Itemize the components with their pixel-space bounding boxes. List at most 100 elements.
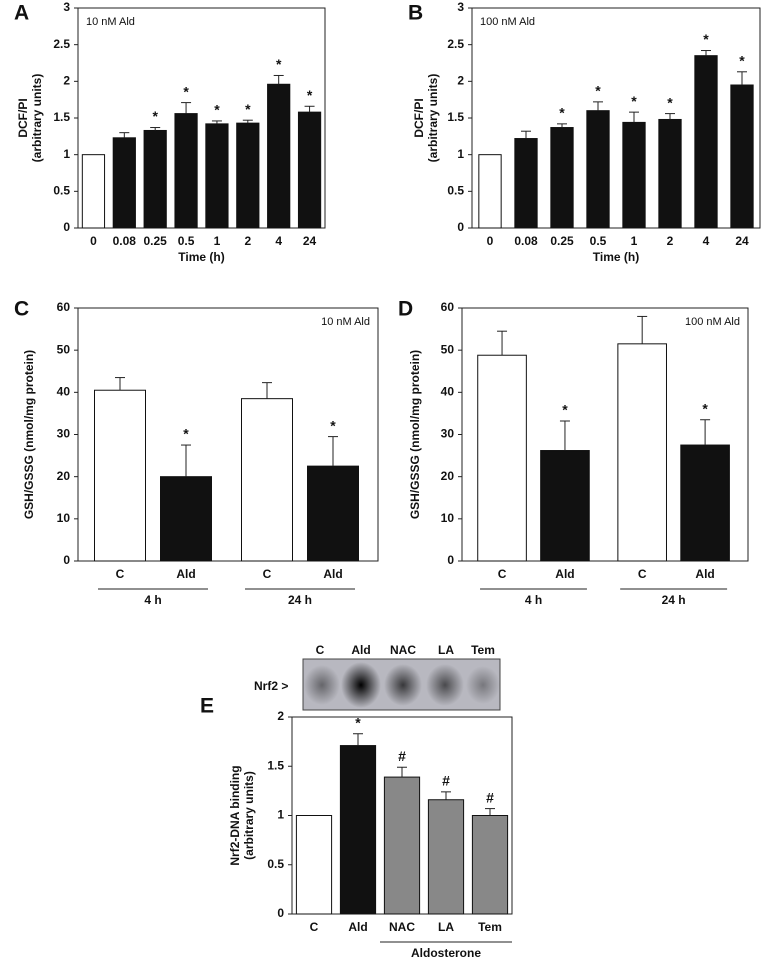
y-tick-label: 60	[57, 300, 71, 314]
y-tick-label: 1.5	[447, 110, 464, 124]
x-axis-label: Time (h)	[178, 250, 224, 264]
significance-marker: *	[183, 83, 189, 99]
bar	[236, 122, 260, 229]
y-tick-label: 30	[57, 427, 71, 441]
bar	[241, 398, 293, 562]
y-tick-label: 10	[441, 511, 455, 525]
x-tick-label: 0.08	[514, 234, 538, 248]
y-tick-label: 30	[441, 427, 455, 441]
bar	[112, 137, 136, 229]
blot-band	[304, 665, 340, 705]
bar	[586, 110, 610, 229]
blot-label: Nrf2 >	[254, 679, 288, 693]
annotation: 10 nM Ald	[86, 16, 135, 28]
y-tick-label: 0	[457, 220, 464, 234]
y-axis-label: Nrf2-DNA binding	[228, 765, 242, 865]
bar	[694, 55, 718, 229]
x-tick-label: 0	[90, 234, 97, 248]
x-tick-label: 24	[303, 234, 317, 248]
y-tick-label: 40	[441, 385, 455, 399]
x-tick-label: 0.08	[113, 234, 137, 248]
bar	[81, 154, 106, 229]
significance-marker: *	[562, 402, 568, 418]
bar	[174, 113, 198, 229]
x-tick-label: 1	[631, 234, 638, 248]
y-tick-label: 1.5	[267, 758, 284, 772]
bar	[295, 815, 333, 915]
x-tick-label: C	[116, 567, 125, 581]
blot-lane-label: Ald	[351, 643, 370, 657]
x-tick-label: Ald	[348, 920, 367, 934]
bar	[622, 121, 646, 229]
bar	[550, 127, 574, 229]
y-tick-label: 1	[457, 147, 464, 161]
y-tick-label: 3	[63, 0, 70, 14]
y-tick-label: 0	[277, 906, 284, 920]
x-tick-label: 2	[667, 234, 674, 248]
significance-marker: *	[559, 105, 565, 121]
blot-lane-label: Tem	[471, 643, 495, 657]
bar	[94, 389, 146, 562]
significance-marker: *	[739, 53, 745, 69]
y-tick-label: 1	[63, 147, 70, 161]
y-tick-label: 1	[277, 808, 284, 822]
y-axis-label: (arbitrary units)	[242, 771, 256, 860]
significance-marker: #	[398, 748, 406, 764]
blot	[302, 658, 501, 711]
y-tick-label: 0.5	[53, 184, 70, 198]
y-axis-label: (arbitrary units)	[30, 74, 44, 163]
significance-marker: *	[667, 94, 673, 110]
blot-lane-label: C	[316, 643, 325, 657]
blot-band	[384, 664, 422, 706]
blot-band	[341, 662, 381, 708]
y-axis-label: (arbitrary units)	[426, 74, 440, 163]
x-tick-label: Ald	[176, 567, 195, 581]
y-tick-label: 0.5	[267, 857, 284, 871]
significance-marker: *	[355, 714, 361, 730]
bar	[477, 354, 527, 562]
x-tick-label: Tem	[478, 920, 502, 934]
x-tick-label: Ald	[323, 567, 342, 581]
bar	[617, 343, 667, 562]
x-tick-label: 1	[214, 234, 221, 248]
x-tick-label: LA	[438, 920, 454, 934]
x-tick-label: 0.5	[590, 234, 607, 248]
significance-marker: *	[307, 87, 313, 103]
panel-label: C	[14, 298, 29, 321]
panel-label: D	[398, 298, 413, 321]
group-label: 4 h	[525, 593, 542, 607]
x-tick-label: 0.25	[144, 234, 168, 248]
y-tick-label: 2	[63, 74, 70, 88]
bar	[730, 84, 754, 229]
bar	[143, 129, 167, 229]
significance-marker: *	[595, 83, 601, 99]
bar	[307, 465, 359, 562]
x-tick-label: 4	[275, 234, 282, 248]
y-tick-label: 0	[447, 553, 454, 567]
group-label: Aldosterone	[411, 946, 481, 958]
x-tick-label: C	[263, 567, 272, 581]
significance-marker: *	[245, 101, 251, 117]
x-tick-label: 0.5	[178, 234, 195, 248]
significance-marker: *	[214, 102, 220, 118]
y-axis-label: GSH/GSSG (nmol/mg protein)	[22, 350, 36, 519]
x-tick-label: 2	[244, 234, 251, 248]
annotation: 10 nM Ald	[321, 316, 370, 328]
y-tick-label: 50	[57, 342, 71, 356]
bar	[297, 111, 322, 229]
y-axis-label: DCF/PI	[412, 98, 426, 137]
bar	[205, 123, 229, 229]
significance-marker: *	[702, 400, 708, 416]
x-tick-label: C	[310, 920, 319, 934]
bar	[471, 815, 509, 915]
y-tick-label: 2	[457, 74, 464, 88]
blot-lane-label: LA	[438, 643, 454, 657]
significance-marker: *	[183, 426, 189, 442]
bar	[514, 138, 538, 229]
blot-band	[426, 664, 464, 706]
y-tick-label: 0	[63, 220, 70, 234]
x-tick-label: Ald	[555, 567, 574, 581]
group-label: 24 h	[288, 593, 312, 607]
significance-marker: *	[330, 417, 336, 433]
